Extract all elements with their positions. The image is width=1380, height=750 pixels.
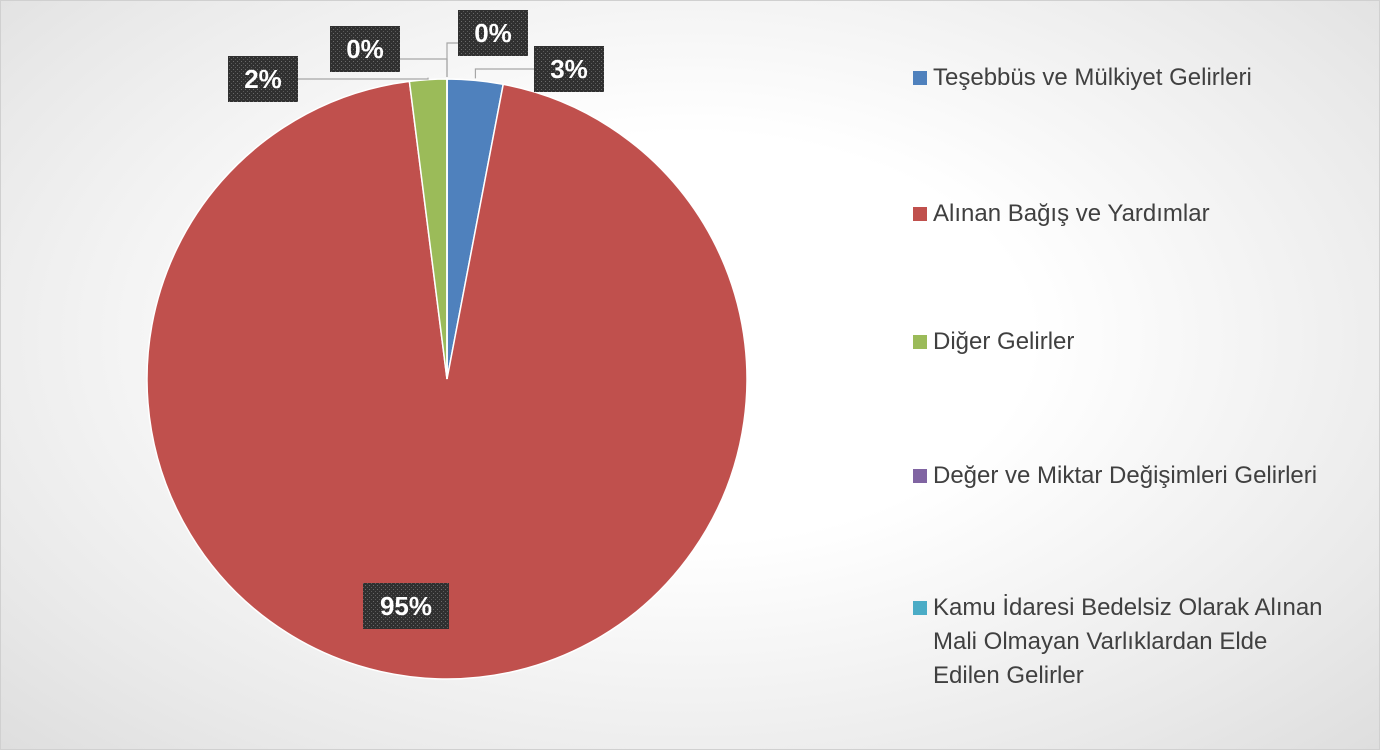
data-label: 0% (474, 18, 512, 48)
data-label-box (363, 583, 449, 629)
leader-line (400, 58, 448, 77)
legend-swatch (913, 335, 927, 349)
legend-swatch (913, 207, 927, 221)
data-label: 95% (380, 591, 432, 621)
legend-item: Teşebbüs ve Mülkiyet Gelirleri (913, 61, 1333, 95)
legend-label: Kamu İdaresi Bedelsiz Olarak Alınan Mali… (933, 594, 1323, 689)
data-label-box (330, 26, 400, 72)
pie-slice (146, 80, 748, 680)
legend-swatch (913, 71, 927, 85)
leader-line (298, 77, 429, 80)
legend-label: Teşebbüs ve Mülkiyet Gelirleri (933, 64, 1252, 91)
legend-swatch (913, 601, 927, 615)
legend-label: Alınan Bağış ve Yardımlar (933, 200, 1210, 227)
legend-item: Alınan Bağış ve Yardımlar (913, 197, 1333, 231)
data-label: 3% (550, 54, 588, 84)
leader-line (446, 42, 458, 77)
data-label-box (228, 56, 298, 102)
legend-swatch (913, 469, 927, 483)
legend-item: Diğer Gelirler (913, 325, 1333, 359)
data-label-box (458, 10, 528, 56)
legend-label: Değer ve Miktar Değişimleri Gelirleri (933, 462, 1318, 489)
leader-line (474, 68, 534, 79)
data-label: 0% (346, 34, 384, 64)
data-label: 2% (244, 64, 282, 94)
legend-item: Değer ve Miktar Değişimleri Gelirleri (913, 459, 1333, 493)
legend-item: Kamu İdaresi Bedelsiz Olarak Alınan Mali… (913, 591, 1333, 693)
data-label-box (534, 46, 604, 92)
legend-label: Diğer Gelirler (933, 328, 1075, 355)
